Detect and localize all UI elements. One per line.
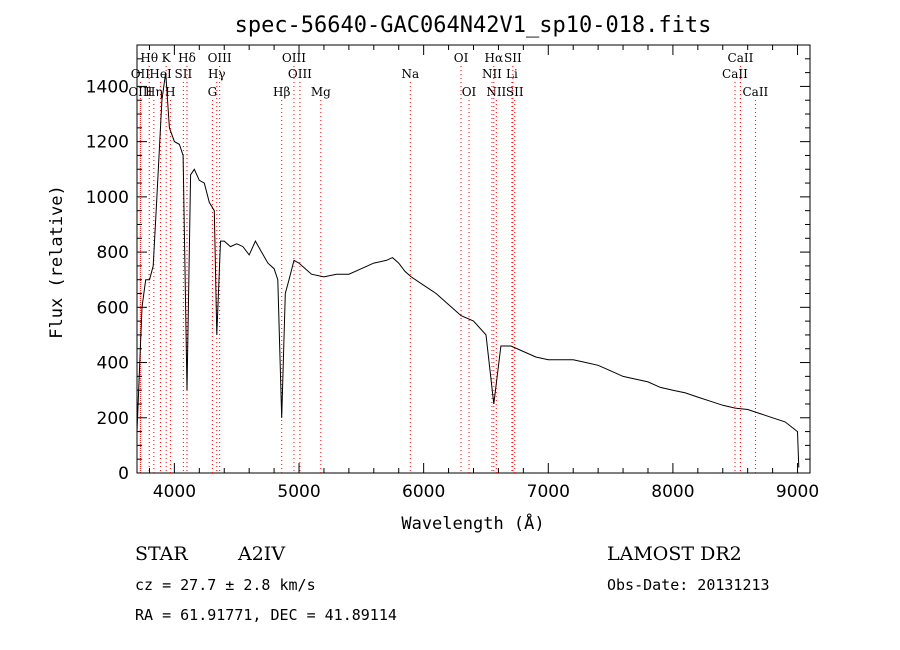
survey-name: LAMOST DR2 bbox=[607, 543, 742, 565]
absorption-line-label: Hθ bbox=[140, 51, 158, 65]
absorption-line-label: Mg bbox=[311, 85, 331, 99]
absorption-line-label: Hα bbox=[485, 51, 504, 65]
absorption-line-label: G bbox=[208, 85, 218, 99]
absorption-line-label: HeI bbox=[149, 67, 172, 81]
object-class: STAR bbox=[135, 543, 188, 565]
x-tick-label: 7000 bbox=[527, 482, 570, 502]
absorption-line-label: H bbox=[165, 85, 175, 99]
y-tick-label: 1400 bbox=[86, 77, 129, 97]
y-tick-label: 200 bbox=[97, 409, 129, 429]
x-tick-label: 9000 bbox=[776, 482, 819, 502]
spectrum-line bbox=[136, 72, 800, 468]
absorption-line-label: OIII bbox=[282, 51, 306, 65]
absorption-line-label: NII bbox=[486, 85, 506, 99]
x-tick-label: 6000 bbox=[402, 482, 445, 502]
absorption-line-label: Li bbox=[506, 67, 518, 81]
y-tick-label: 800 bbox=[97, 243, 129, 263]
absorption-line-label: OI bbox=[462, 85, 477, 99]
absorption-line-label: CaII bbox=[742, 85, 768, 99]
plot-frame bbox=[136, 44, 811, 474]
x-tick-label: 8000 bbox=[651, 482, 694, 502]
absorption-line-label: CaII bbox=[728, 51, 754, 65]
coordinates: RA = 61.91771, DEC = 41.89114 bbox=[135, 606, 397, 624]
y-axis: 0 200 400 600 800 1000 1200 1400 bbox=[86, 58, 810, 484]
absorption-line-label: OIII bbox=[128, 85, 152, 99]
absorption-line-label: NII bbox=[482, 67, 502, 81]
absorption-line-label: SII bbox=[506, 85, 524, 99]
y-tick-label: 0 bbox=[118, 464, 129, 484]
y-tick-label: 1000 bbox=[86, 188, 129, 208]
absorption-line-label: SII bbox=[175, 67, 193, 81]
absorption-line-label: Na bbox=[401, 67, 419, 81]
redshift-cz: cz = 27.7 ± 2.8 km/s bbox=[135, 576, 316, 594]
y-tick-label: 400 bbox=[97, 354, 129, 374]
x-axis-label: Wavelength (Å) bbox=[401, 512, 544, 534]
absorption-line-label: Hβ bbox=[273, 85, 290, 99]
absorption-line-label: OI bbox=[454, 51, 469, 65]
absorption-line-label: Hγ bbox=[208, 67, 226, 81]
x-tick-label: 4000 bbox=[153, 482, 196, 502]
y-tick-label: 1200 bbox=[86, 133, 129, 153]
y-axis-label: Flux (relative) bbox=[47, 185, 67, 339]
line-markers bbox=[139, 66, 756, 473]
absorption-line-label: CaII bbox=[722, 67, 748, 81]
y-tick-label: 600 bbox=[97, 298, 129, 318]
absorption-line-label: OIII bbox=[288, 67, 312, 81]
subclass: A2IV bbox=[237, 543, 285, 565]
absorption-line-label: K bbox=[162, 51, 172, 65]
absorption-line-label: OIII bbox=[208, 51, 232, 65]
absorption-line-label: Hδ bbox=[178, 51, 196, 65]
x-tick-label: 5000 bbox=[277, 482, 320, 502]
x-axis: 4000 5000 6000 7000 8000 9000 bbox=[148, 45, 819, 502]
absorption-line-label: Hη bbox=[145, 85, 163, 99]
chart-title: spec-56640-GAC064N42V1_sp10-018.fits bbox=[235, 13, 712, 38]
absorption-line-label: OII bbox=[131, 67, 151, 81]
absorption-line-label: SII bbox=[504, 51, 522, 65]
obs-date: Obs-Date: 20131213 bbox=[607, 576, 770, 594]
